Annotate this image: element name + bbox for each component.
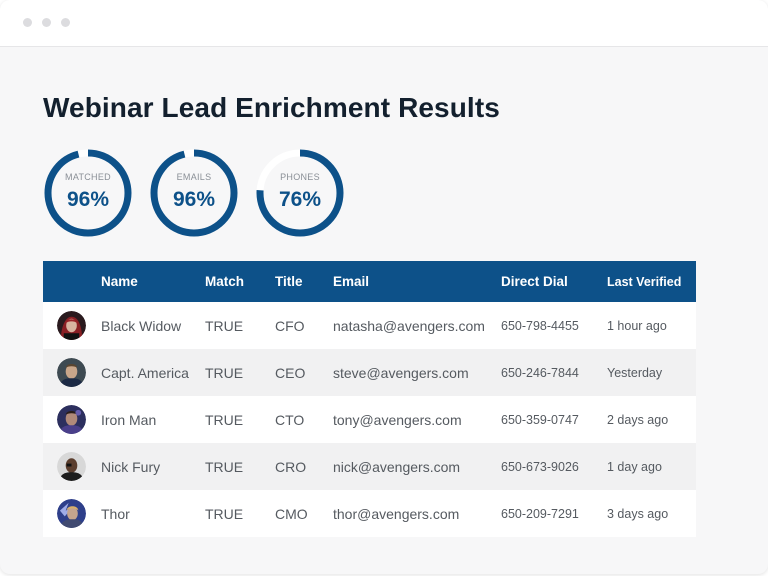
cell-email: natasha@avengers.com bbox=[333, 317, 485, 334]
gauge-emails-label: EMAILS bbox=[176, 172, 212, 182]
gauge-phones-ring bbox=[256, 149, 344, 237]
table-row[interactable]: Black Widow TRUE CFO natasha@avengers.co… bbox=[43, 302, 696, 349]
cell-email: steve@avengers.com bbox=[333, 364, 469, 381]
cell-direct-dial: 650-798-4455 bbox=[501, 318, 579, 333]
cell-match: TRUE bbox=[205, 505, 244, 522]
gauge-matched: MATCHED 96% bbox=[43, 148, 133, 238]
header-row: Name Match Title Email Direct Dial Last … bbox=[43, 261, 696, 302]
gauge-matched-label: MATCHED bbox=[65, 172, 111, 182]
cell-last-verified: 3 days ago bbox=[607, 506, 669, 521]
cell-email: thor@avengers.com bbox=[333, 505, 460, 522]
avatar-cell bbox=[43, 443, 101, 490]
table-row[interactable]: Nick Fury TRUE CRO nick@avengers.com 650… bbox=[43, 443, 696, 490]
cell-title: CTO bbox=[275, 411, 305, 428]
gauge-phones-label: PHONES bbox=[280, 172, 320, 182]
page-title: Webinar Lead Enrichment Results bbox=[43, 92, 500, 123]
cell-match: TRUE bbox=[205, 458, 244, 475]
gauge-phones-value: 76% bbox=[278, 188, 322, 211]
gauge-phones: PHONES 76% bbox=[255, 148, 345, 238]
header-match[interactable]: Match bbox=[205, 274, 245, 289]
leads-table-header: Name Match Title Email Direct Dial Last … bbox=[43, 261, 696, 302]
cell-direct-dial: 650-673-9026 bbox=[501, 459, 579, 474]
cell-last-verified: 2 days ago bbox=[607, 412, 669, 427]
avatar-nick-fury bbox=[57, 452, 86, 481]
avatar-cell bbox=[43, 302, 101, 349]
avatar-iron-man bbox=[57, 405, 86, 434]
cell-name: Capt. America bbox=[101, 364, 189, 381]
cell-last-verified: Yesterday bbox=[607, 365, 663, 380]
header-avatar bbox=[43, 261, 101, 302]
table-row[interactable]: Iron Man TRUE CTO tony@avengers.com 650-… bbox=[43, 396, 696, 443]
cell-direct-dial: 650-359-0747 bbox=[501, 412, 579, 427]
cell-last-verified: 1 day ago bbox=[607, 459, 662, 474]
gauge-matched-ring bbox=[44, 149, 132, 237]
header-title[interactable]: Title bbox=[275, 274, 303, 289]
header-email[interactable]: Email bbox=[333, 274, 370, 289]
avatar-thor bbox=[57, 499, 86, 528]
gauge-emails: EMAILS 96% bbox=[149, 148, 239, 238]
leads-table: Name Match Title Email Direct Dial Last … bbox=[43, 261, 696, 537]
avatar-capt-america bbox=[57, 358, 86, 387]
cell-title: CMO bbox=[275, 505, 308, 522]
cell-match: TRUE bbox=[205, 317, 244, 334]
window-close-dot[interactable] bbox=[23, 18, 32, 27]
cell-email: tony@avengers.com bbox=[333, 411, 462, 428]
cell-name: Black Widow bbox=[101, 317, 182, 334]
cell-title: CEO bbox=[275, 364, 306, 381]
cell-match: TRUE bbox=[205, 411, 244, 428]
cell-direct-dial: 650-246-7844 bbox=[501, 365, 579, 380]
avatar-cell bbox=[43, 490, 101, 537]
avatar-cell bbox=[43, 349, 101, 396]
avatar-cell bbox=[43, 396, 101, 443]
header-name[interactable]: Name bbox=[101, 274, 138, 289]
window-titlebar bbox=[0, 0, 768, 47]
cell-direct-dial: 650-209-7291 bbox=[501, 506, 579, 521]
window-maximize-dot[interactable] bbox=[61, 18, 70, 27]
cell-last-verified: 1 hour ago bbox=[607, 318, 667, 333]
avatar-black-widow bbox=[57, 311, 86, 340]
gauge-emails-value: 96% bbox=[172, 188, 216, 211]
cell-name: Nick Fury bbox=[101, 458, 161, 475]
cell-name: Thor bbox=[101, 505, 130, 522]
gauge-emails-ring bbox=[150, 149, 238, 237]
header-last-verified[interactable]: Last Verified bbox=[607, 274, 682, 289]
gauge-matched-value: 96% bbox=[66, 188, 110, 211]
cell-title: CRO bbox=[275, 458, 307, 475]
cell-match: TRUE bbox=[205, 364, 244, 381]
cell-title: CFO bbox=[275, 317, 305, 334]
header-direct-dial[interactable]: Direct Dial bbox=[501, 274, 568, 289]
cell-email: nick@avengers.com bbox=[333, 458, 461, 475]
table-row[interactable]: Thor TRUE CMO thor@avengers.com 650-209-… bbox=[43, 490, 696, 537]
cell-name: Iron Man bbox=[101, 411, 157, 428]
table-row[interactable]: Capt. America TRUE CEO steve@avengers.co… bbox=[43, 349, 696, 396]
window-minimize-dot[interactable] bbox=[42, 18, 51, 27]
